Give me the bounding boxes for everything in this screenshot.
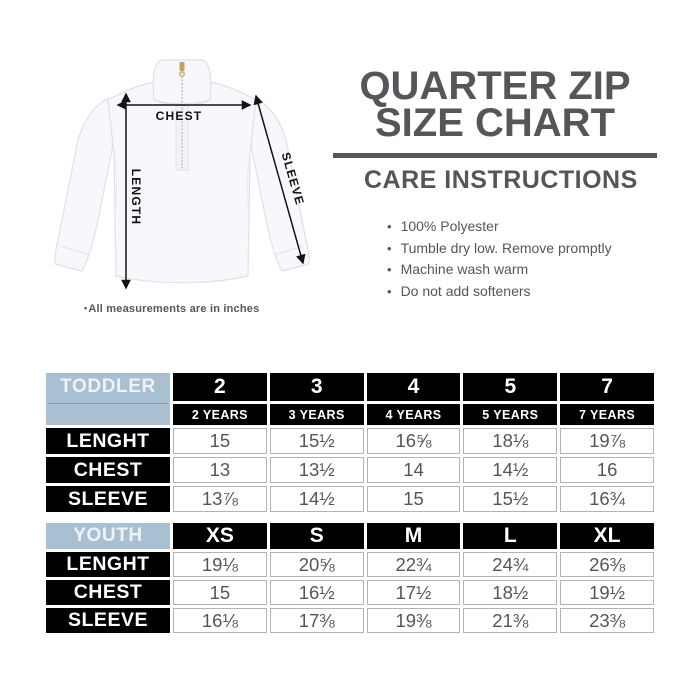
garment-shape — [54, 59, 310, 284]
toddler-chest-value: 16 — [560, 457, 654, 483]
toddler-chest-value: 14½ — [463, 457, 558, 483]
youth-sleeve-value: 23⅜ — [560, 608, 654, 633]
toddler-lenght-value: 18⅛ — [463, 428, 558, 454]
youth-column-header: S — [269, 523, 364, 549]
care-instruction-item: • Tumble dry low. Remove promptly — [387, 238, 612, 260]
toddler-column-subheader: 3 YEARS — [269, 404, 364, 425]
toddler-size-table: TODDLER 2 3 4 5 7 2 YEARS 3 YEARS 4 YEARS 5 YEARS… — [46, 373, 654, 512]
toddler-lenght-value: 15 — [173, 428, 267, 454]
youth-sleeve-value: 16⅛ — [173, 608, 267, 633]
bullet-icon: • — [387, 283, 392, 299]
group-divider — [48, 403, 168, 404]
youth-chest-value: 15 — [173, 580, 267, 605]
measurement-note-text: All measurements are in inches — [88, 303, 260, 315]
toddler-chest-value: 13½ — [269, 457, 364, 483]
toddler-column-header: 2 — [173, 373, 267, 401]
toddler-sleeve-value: 16¾ — [560, 486, 654, 512]
page-title: QUARTER ZIP SIZE CHART — [333, 64, 657, 145]
youth-chest-value: 17½ — [366, 580, 461, 605]
youth-sleeve-value: 21⅜ — [463, 608, 558, 633]
measurement-note: •All measurements are in inches — [84, 303, 259, 315]
care-instruction-text: Machine wash warm — [400, 261, 529, 277]
care-instruction-item: • 100% Polyester — [387, 216, 612, 238]
care-instruction-text: Do not add softeners — [400, 282, 531, 299]
youth-lenght-value: 22¾ — [366, 552, 461, 577]
toddler-sleeve-value: 14½ — [269, 486, 364, 512]
care-instructions-heading: CARE INSTRUCTIONS — [364, 166, 638, 194]
garment-diagram: CHEST LENGTH SLEEVE — [42, 54, 342, 304]
toddler-column-subheader: 4 YEARS — [366, 404, 461, 425]
youth-group-header: YOUTH — [46, 523, 170, 549]
care-instructions-list: • 100% Polyester • Tumble dry low. Remove p… — [387, 216, 612, 302]
toddler-row-label-chest: CHEST — [46, 457, 170, 483]
toddler-column-subheader: 7 YEARS — [560, 404, 654, 425]
youth-column-header: M — [366, 523, 461, 549]
size-tables-section: TODDLER 2 3 4 5 7 2 YEARS 3 YEARS 4 YEARS 5 YEARS… — [46, 373, 654, 633]
care-instruction-text: Tumble dry low. Remove promptly — [400, 239, 612, 256]
sleeve-arrow — [253, 94, 306, 265]
toddler-column-header: 7 — [560, 373, 654, 401]
zipper-pull — [179, 62, 185, 71]
youth-sleeve-value: 19⅜ — [366, 608, 461, 633]
youth-lenght-value: 20⅝ — [269, 552, 364, 577]
toddler-lenght-value: 19⅞ — [560, 428, 654, 454]
toddler-sleeve-value: 15½ — [463, 486, 558, 512]
toddler-group-header: TODDLER — [46, 373, 170, 425]
toddler-column-subheader: 2 YEARS — [173, 404, 267, 425]
bullet-icon: • — [387, 262, 392, 277]
group-label: TODDLER — [60, 376, 156, 397]
bullet-icon: • — [387, 219, 392, 234]
measurement-arrows — [116, 92, 306, 290]
toddler-sleeve-value: 15 — [366, 486, 461, 512]
toddler-column-header: 4 — [366, 373, 461, 401]
youth-column-header: XS — [173, 523, 267, 549]
toddler-lenght-value: 16⅝ — [366, 428, 461, 454]
toddler-column-header: 3 — [269, 373, 364, 401]
toddler-chest-value: 13 — [173, 457, 267, 483]
youth-column-header: XL — [560, 523, 654, 549]
title-divider — [333, 153, 657, 158]
toddler-chest-value: 14 — [366, 457, 461, 483]
zipper — [179, 62, 185, 168]
care-instruction-text: 100% Polyester — [400, 218, 499, 234]
youth-chest-value: 18½ — [463, 580, 558, 605]
page-title-line2: SIZE CHART — [375, 101, 615, 145]
toddler-lenght-value: 15½ — [269, 428, 364, 454]
note-bullet-icon: • — [84, 303, 88, 313]
youth-chest-value: 19½ — [560, 580, 654, 605]
group-label: YOUTH — [73, 525, 143, 546]
length-measure-label: LENGTH — [129, 169, 143, 226]
bullet-icon: • — [387, 240, 392, 256]
youth-row-label-chest: CHEST — [46, 580, 170, 605]
quarter-zip-illustration: CHEST LENGTH SLEEVE — [54, 59, 310, 290]
chest-measure-label: CHEST — [156, 109, 203, 123]
youth-column-header: L — [463, 523, 558, 549]
toddler-row-label-lenght: LENGHT — [46, 428, 170, 454]
page-title-line1: QUARTER ZIP — [359, 64, 631, 108]
toddler-sleeve-value: 13⅞ — [173, 486, 267, 512]
youth-chest-value: 16½ — [269, 580, 364, 605]
toddler-column-subheader: 5 YEARS — [463, 404, 558, 425]
youth-lenght-value: 26⅜ — [560, 552, 654, 577]
youth-lenght-value: 24¾ — [463, 552, 558, 577]
toddler-column-header: 5 — [463, 373, 558, 401]
youth-size-table: YOUTH XS S M L XL LENGHT 19⅛ 20⅝ 22¾ 24¾ 26⅜ CHEST 15… — [46, 523, 654, 633]
youth-row-label-lenght: LENGHT — [46, 552, 170, 577]
youth-sleeve-value: 17⅜ — [269, 608, 364, 633]
youth-lenght-value: 19⅛ — [173, 552, 267, 577]
youth-row-label-sleeve: SLEEVE — [46, 608, 170, 633]
care-instruction-item: • Machine wash warm — [387, 259, 612, 281]
toddler-row-label-sleeve: SLEEVE — [46, 486, 170, 512]
care-instruction-item: • Do not add softeners — [387, 281, 612, 303]
